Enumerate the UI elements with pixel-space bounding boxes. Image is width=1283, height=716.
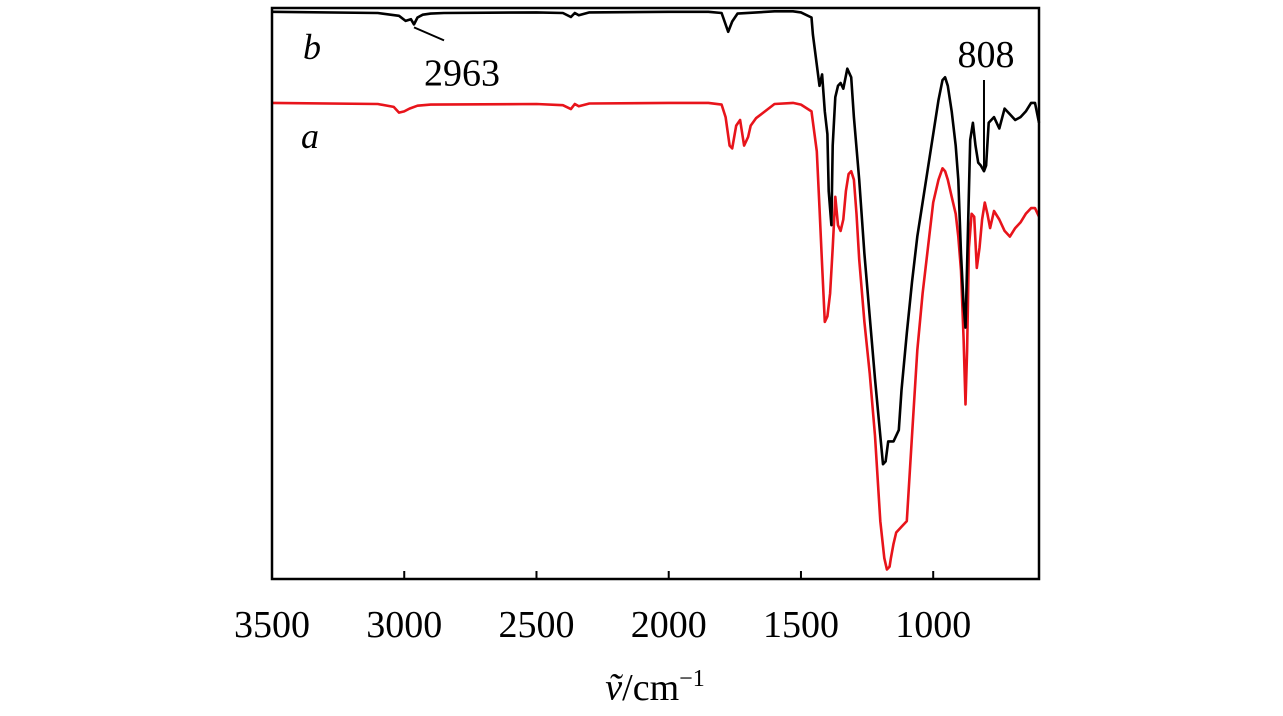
x-tick-label: 2500 [498, 604, 574, 646]
plot-area [272, 8, 1039, 579]
x-axis: 3500 3000 2500 2000 1500 1000 [234, 571, 971, 646]
series-line-b [271, 10, 1041, 466]
x-axis-unit: /cm [622, 667, 679, 709]
x-tick-label: 3000 [366, 604, 442, 646]
x-axis-exponent: −1 [679, 666, 705, 692]
curve-label-a: a [301, 116, 319, 156]
x-tick-label: 2000 [631, 604, 707, 646]
series-layer [271, 10, 1041, 571]
x-tick-label: 1500 [763, 604, 839, 646]
curve-label-b: b [303, 27, 321, 67]
x-tick-label: 3500 [234, 604, 310, 646]
annotation-layer: 2963 808 [413, 26, 1014, 172]
x-tick-label: 1000 [895, 604, 971, 646]
series-line-a [271, 101, 1041, 571]
annotation-2963-label: 2963 [424, 52, 500, 94]
x-axis-symbol: ṽ [605, 667, 623, 709]
annotation-2963-leader [413, 26, 445, 42]
x-axis-label: ṽ/cm−1 [605, 666, 704, 709]
plot-frame [270, 6, 1041, 581]
annotation-808-label: 808 [957, 34, 1014, 76]
